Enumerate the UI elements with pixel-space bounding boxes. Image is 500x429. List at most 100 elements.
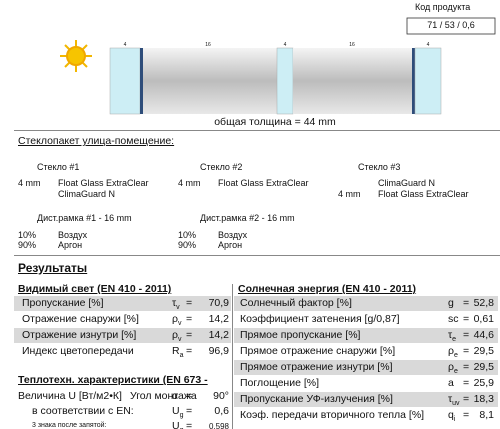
pane-label: 4 [426,42,430,48]
glass-thickness: 4 mm [18,178,41,188]
row-value: 44,6 [473,329,494,341]
row-label: Пропускание [%] [22,297,104,309]
row-label: 3 знака после запятой: [32,422,107,429]
row-label: в соответствии с EN: [32,405,134,417]
symbol: ρe [448,362,458,377]
gas-percent: 10% [178,230,197,240]
symbol-sub: a [179,352,184,360]
symbol-letter: a [448,377,454,389]
gap [143,48,277,114]
row-value: 14,2 [208,313,229,325]
gas-name: Аргон [58,240,83,250]
symbol-letter: U [172,405,180,417]
equals: = [186,390,193,402]
result-row [234,392,498,407]
symbol: a [448,378,454,389]
symbol-sub: e [453,368,458,376]
symbol-letter: U [172,420,180,429]
symbol: α [172,391,178,402]
symbol-sub: v [177,336,182,344]
section-title: Солнечная энергия (EN 410 - 2011) [238,283,417,295]
symbol-letter: α [172,390,179,402]
row-label: Коэф. передачи вторичного тепла [%] [240,409,425,421]
gas-percent: 10% [18,230,37,240]
symbol: ρv [172,314,181,329]
u-label: Величина U [Вт/м2•К] [18,390,122,402]
product-code: 71 / 53 / 0,6 [427,20,475,30]
symbol-sub: e [452,336,457,344]
row-label: Отражение снаружи [%] [22,313,139,325]
glass-pane [276,47,294,115]
symbol-letter: τ [448,329,453,341]
pane-label: 16 [205,42,211,48]
gap [293,48,412,114]
gas-percent: 90% [18,240,37,250]
symbol: τuv [448,394,460,409]
glass-layer: ClimaGuard N [378,178,436,188]
sun-icon [60,40,92,72]
symbol-letter: ρ [172,313,178,325]
coating [140,48,143,114]
equals: = [463,329,470,341]
symbol: Ug [172,421,184,429]
glass-layer: Float Glass ExtraClear [218,178,309,188]
symbol: g [448,298,454,309]
equals: = [463,409,470,421]
symbol-letter: τ [448,393,453,405]
section-title: Видимый свет (EN 410 - 2011) [18,283,172,295]
symbol: sc [448,314,459,325]
thermal-title: Теплотехн. характеристики (EN 673 - [18,374,208,386]
symbol: Ug [172,406,184,421]
gas-percent: 90% [178,240,197,250]
row-label: Прямое пропускание [%] [240,329,361,341]
glass-pane [109,47,141,115]
symbol-sub: g [179,412,184,420]
row-value: 29,5 [473,345,494,357]
row-value: 90° [213,390,229,402]
equals: = [463,393,470,405]
symbol-sub: uv [452,400,460,408]
row-value: 0,61 [473,313,494,325]
equals: = [186,313,193,325]
pane-label: 4 [283,42,287,48]
row-value: 14,2 [208,329,229,341]
separator [14,255,500,256]
results-title: Результаты [18,261,88,275]
symbol-sub: i [453,416,456,424]
glass-layer: Float Glass ExtraClear [378,189,469,199]
glass-title: Стекло #3 [358,162,401,172]
spacer-title: Дист.рамка #1 - 16 mm [37,213,132,223]
equals: = [186,297,193,309]
row-label: Отражение изнутри [%] [22,329,137,341]
row-value: 25,9 [473,377,494,389]
glass-title: Стекло #2 [200,162,243,172]
equals: = [463,313,470,325]
glass-pane [414,47,442,115]
row-label: Коэффициент затенения [g/0,87] [240,313,400,325]
row-value: 8,1 [479,409,494,421]
symbol: Ra [172,346,184,361]
gas-name: Воздух [218,230,248,240]
symbol-letter: sc [448,313,459,325]
row-label: Солнечный фактор [%] [240,297,352,309]
glass-layer: ClimaGuard N [58,189,116,199]
equals: = [463,345,470,357]
symbol-letter: g [448,297,454,309]
gas-name: Аргон [218,240,243,250]
equals: = [186,345,193,357]
column-divider [232,284,233,429]
row-value: 29,5 [473,361,494,373]
symbol-sub: v [177,320,182,328]
pane-label: 16 [349,42,355,48]
result-row [234,296,498,311]
symbol-letter: q [448,409,454,421]
row-value: 18,3 [473,393,494,405]
product-code-label: Код продукта [415,2,471,12]
glass-thickness: 4 mm [178,178,201,188]
gas-name: Воздух [58,230,88,240]
symbol: ρv [172,330,181,345]
config-title: Стеклопакет улица-помещение: [18,135,175,147]
row-label: Угол монтажа [130,390,197,402]
result-row [234,328,498,343]
